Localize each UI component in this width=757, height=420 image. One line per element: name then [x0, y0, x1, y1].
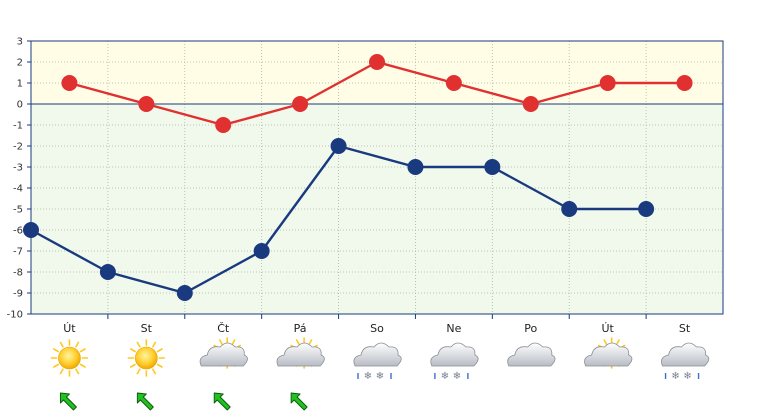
y-tick-label: -2	[13, 142, 23, 153]
series-2-point	[253, 243, 270, 259]
sun-ray	[136, 368, 141, 375]
series-1-point	[676, 75, 693, 91]
wind-nw-arrow-icon	[213, 392, 231, 411]
series-2-point	[23, 222, 39, 238]
y-tick-label: 3	[17, 37, 23, 48]
cloud-shape	[507, 342, 556, 367]
x-category-label: Út	[601, 322, 614, 335]
y-tick-label: 2	[17, 58, 23, 69]
y-tick-label: -9	[13, 289, 23, 300]
snowflake: ❄	[441, 371, 449, 382]
snow-cloud-icon: ❄ ❄	[661, 342, 710, 382]
wind-nw-arrow-icon	[290, 392, 308, 411]
y-tick-label: -1	[13, 121, 23, 132]
wind-nw-arrow-icon	[59, 392, 77, 411]
series-2-point	[330, 138, 347, 154]
cloud-shape	[661, 342, 710, 367]
series-2-point	[638, 201, 655, 217]
y-tick-label: -4	[13, 184, 23, 195]
sun-ray	[295, 339, 300, 346]
y-tick-label: -8	[13, 268, 23, 279]
wind-nw-arrow-icon	[136, 392, 154, 411]
series-1-point	[138, 96, 155, 112]
sun-ray	[79, 348, 86, 353]
snowflake: ❄	[453, 371, 461, 382]
sun-ray	[615, 339, 620, 346]
sun-ray	[156, 363, 163, 368]
sun-ray	[603, 339, 608, 346]
series-2-point	[484, 159, 501, 175]
x-category-label: Po	[524, 322, 537, 335]
y-tick-label: 1	[17, 79, 23, 90]
y-tick-label: -5	[13, 205, 23, 216]
sun-ray	[156, 348, 163, 353]
series-2-point	[99, 264, 116, 280]
snowflake: ❄	[364, 371, 372, 382]
series-1-point	[599, 75, 616, 91]
sun-ray	[129, 363, 136, 368]
series-1-point	[445, 75, 462, 91]
snow-cloud-icon: ❄ ❄	[430, 342, 479, 382]
sun-ray	[218, 339, 224, 346]
x-category-label: Pá	[294, 322, 307, 335]
cloud-icon	[507, 342, 556, 367]
x-category-label: St	[141, 322, 153, 335]
x-category-label: St	[679, 322, 691, 335]
sun-cloud-icon	[199, 337, 248, 369]
cloud-shape	[584, 342, 633, 367]
x-category-label: Ne	[446, 322, 461, 335]
x-category-label: Čt	[217, 322, 230, 335]
sun-disc	[135, 346, 158, 370]
sun-icon	[50, 339, 89, 377]
series-2-point	[176, 285, 193, 301]
y-tick-label: -6	[13, 226, 23, 237]
y-tick-label: -7	[13, 247, 23, 258]
series-1-point	[61, 75, 78, 91]
series-2-point	[407, 159, 424, 175]
sun-cloud-icon	[584, 337, 633, 369]
x-category-label: So	[370, 322, 384, 335]
cloud-shape	[276, 342, 325, 367]
sun-ray	[59, 341, 64, 348]
cloud-shape	[353, 342, 402, 367]
y-tick-label: -3	[13, 163, 23, 174]
wind-arrow-shape	[59, 392, 77, 411]
snow-cloud-icon: ❄ ❄	[353, 342, 402, 382]
series-1-point	[215, 117, 232, 133]
series-1-point	[369, 54, 385, 70]
sun-ray	[59, 368, 64, 375]
series-1-point	[522, 96, 539, 112]
snowflake: ❄	[671, 371, 679, 382]
snowflake: ❄	[683, 371, 691, 382]
wind-arrow-shape	[213, 392, 231, 411]
plot-frame	[30, 40, 724, 315]
sun-ray	[308, 339, 313, 346]
sun-icon	[127, 339, 166, 377]
series-1-point	[292, 96, 309, 112]
series-2-point	[561, 201, 578, 217]
sun-ray	[152, 341, 157, 348]
sun-ray	[231, 339, 236, 346]
cloud-shape	[430, 342, 479, 367]
sun-ray	[79, 363, 86, 368]
sun-ray	[75, 368, 80, 375]
sun-ray	[129, 348, 136, 353]
sun-ray	[152, 368, 157, 375]
sun-ray	[53, 348, 59, 353]
above-zero-band	[31, 41, 723, 104]
sun-ray	[75, 341, 80, 348]
snowflake: ❄	[376, 371, 384, 382]
sun-ray	[136, 341, 141, 348]
sun-ray	[53, 363, 59, 368]
wind-arrow-shape	[290, 392, 308, 411]
sun-disc	[58, 346, 81, 370]
cloud-shape	[199, 342, 248, 367]
y-tick-label: -10	[7, 310, 23, 321]
sun-cloud-icon	[276, 337, 325, 369]
wind-arrow-shape	[136, 392, 154, 411]
y-tick-label: 0	[17, 100, 23, 111]
x-category-label: Út	[63, 322, 76, 335]
